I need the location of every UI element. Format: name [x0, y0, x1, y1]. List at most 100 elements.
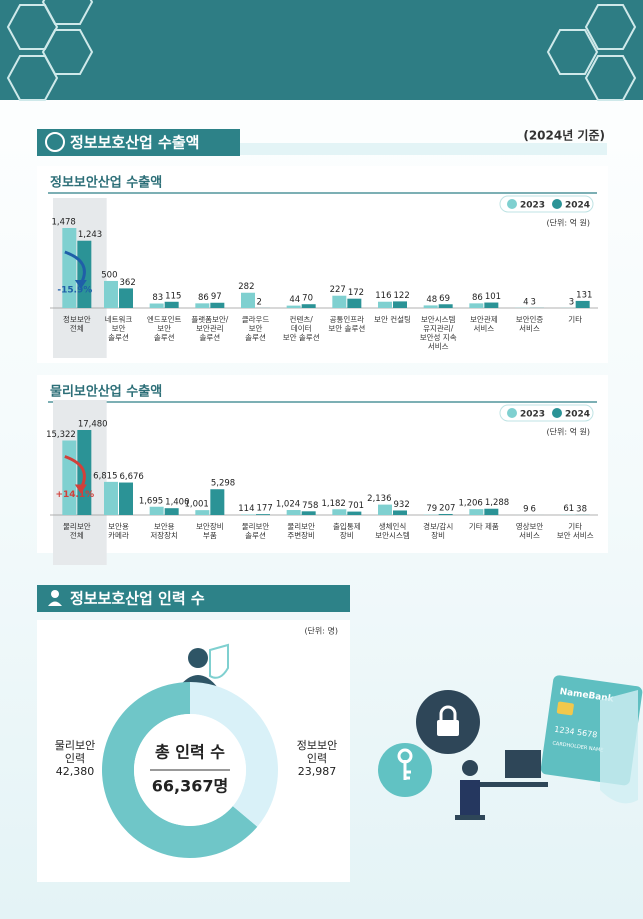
x-tick-label: 공통인프라 보안 솔루션: [328, 314, 365, 333]
bar: [347, 511, 362, 515]
bar: [241, 292, 255, 308]
section-icon: [45, 132, 65, 152]
unit-label: (단위: 억 원): [547, 427, 590, 437]
value-label: 61: [563, 504, 574, 514]
value-label: 1,024: [276, 500, 300, 510]
value-label: 83: [152, 293, 163, 303]
legend-box: [499, 404, 594, 422]
monitor: [505, 750, 541, 778]
value-label: 362: [120, 278, 136, 288]
x-tick-label: 엔드포인트 보안 솔루션: [147, 314, 182, 342]
value-label: 15,322: [46, 430, 76, 440]
value-label: 2,136: [367, 494, 391, 504]
chair: [455, 815, 485, 820]
bar: [286, 510, 301, 515]
person: [460, 780, 480, 815]
bar: [469, 303, 484, 308]
bar: [195, 510, 210, 515]
value-label: 701: [348, 501, 364, 511]
bar: [301, 511, 316, 515]
bar: [164, 508, 179, 515]
value-label: 1,400: [165, 498, 189, 508]
value-label: 5,298: [211, 479, 235, 489]
bar: [347, 298, 362, 308]
shield-icon: [209, 643, 229, 679]
annotation-arrowhead: [74, 484, 87, 494]
unit-label: (단위: 억 원): [547, 218, 590, 228]
top-banner: [0, 0, 643, 100]
value-label: 172: [348, 288, 364, 298]
annotation-arrowhead: [74, 280, 87, 289]
value-label: 6,676: [120, 472, 144, 482]
bar: [164, 301, 179, 308]
slice-value: 42,380: [56, 765, 95, 778]
bar: [149, 506, 164, 515]
value-label: 282: [238, 282, 254, 292]
x-tick-label: 네트워크 보안 솔루션: [105, 315, 133, 342]
legend-swatch: [507, 199, 517, 209]
value-label: 2: [257, 297, 262, 307]
x-tick-label: 보안 컨설팅: [374, 314, 411, 324]
bar: [423, 305, 438, 308]
section-title: 정보보호산업 인력 수: [70, 590, 205, 608]
bar: [119, 288, 133, 308]
value-label: 115: [165, 291, 181, 301]
x-tick-label: 보안시스템 유지관리/보안성 지속 서비스: [420, 314, 457, 351]
value-label: 122: [394, 291, 410, 301]
key-icon: [397, 748, 413, 764]
value-label: 17,480: [78, 420, 108, 430]
x-tick-label: 출입통제 장비: [333, 521, 361, 540]
value-label: 79: [426, 504, 437, 514]
card-chip: [556, 701, 574, 716]
value-label: 207: [439, 503, 455, 513]
bar: [484, 302, 499, 308]
bar: [286, 305, 301, 308]
value-label: 97: [211, 292, 222, 302]
value-label: 227: [330, 285, 346, 295]
x-tick-label: 기타 제품: [469, 522, 499, 531]
x-tick-label: 보안용 저장장치: [150, 521, 178, 540]
value-label: 932: [394, 500, 410, 510]
legend-swatch: [552, 199, 562, 209]
x-tick-label: 물리보안 주변장비: [287, 521, 315, 540]
bar: [438, 304, 453, 308]
value-label: 177: [257, 504, 273, 514]
legend-swatch: [507, 408, 517, 418]
decor-hexagons: [6, 0, 637, 101]
bar: [469, 509, 484, 515]
bar: [378, 301, 392, 308]
value-label: 1,695: [139, 496, 163, 506]
x-tick-label: 보안인증 서비스: [516, 314, 544, 333]
section-header: [37, 585, 350, 612]
legend-box: [499, 195, 594, 213]
x-tick-label: 기타 보안 서비스: [557, 522, 594, 540]
bar: [62, 228, 77, 308]
x-tick-label: 보안용 카메라: [108, 521, 129, 540]
value-label: 3: [569, 297, 574, 307]
value-label: 131: [576, 290, 592, 300]
x-tick-label: 클라우드 보안 솔루션: [242, 315, 270, 342]
value-label: 70: [302, 294, 313, 304]
chart-title: 정보보안산업 수출액: [50, 175, 162, 191]
bar: [210, 489, 225, 515]
x-tick-label: 정보보안 전체: [63, 314, 91, 333]
value-label: 758: [302, 501, 318, 511]
value-label: 3: [531, 297, 536, 307]
legend-swatch: [552, 408, 562, 418]
bar: [301, 304, 316, 308]
unit-label: (단위: 명): [304, 626, 338, 636]
person-icon: [188, 648, 208, 668]
bar: [241, 514, 255, 515]
value-label: 44: [289, 295, 300, 305]
x-tick-label: 플랫폼보안/보안관리 솔루션: [191, 314, 228, 342]
value-label: 86: [472, 293, 483, 303]
bar: [104, 481, 118, 515]
value-label: 1,478: [51, 218, 75, 228]
value-label: 48: [426, 295, 437, 305]
value-label: 116: [375, 291, 391, 301]
bar: [195, 303, 210, 308]
bar: [104, 280, 118, 308]
slice-label: 정보보안 인력: [297, 739, 337, 765]
bar: [393, 301, 407, 308]
